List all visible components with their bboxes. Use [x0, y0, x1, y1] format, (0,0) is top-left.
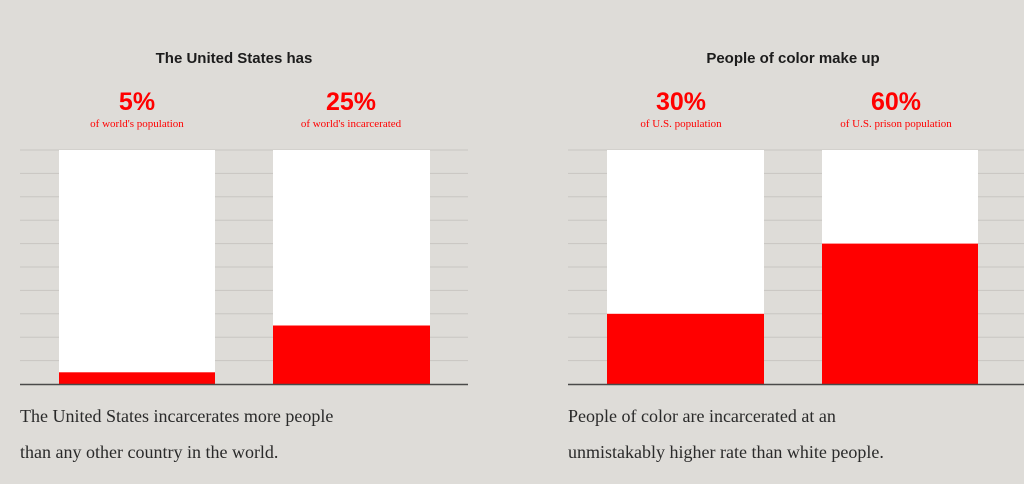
panel-us-incarceration: The United States has 5% of world's popu…: [0, 0, 468, 484]
stat-label: of U.S. prison population: [840, 118, 952, 130]
stat-us-population: 30% of U.S. population: [581, 88, 781, 132]
stat-value: 5%: [118, 88, 156, 116]
caption-line: The United States incarcerates more peop…: [20, 406, 334, 426]
bar-fill: [59, 372, 215, 384]
panel-people-of-color: People of color make up 30% of U.S. popu…: [548, 0, 1024, 484]
caption-line: unmistakably higher rate than white peop…: [568, 442, 884, 462]
stat-label: of U.S. population: [640, 118, 722, 130]
bar-fill: [822, 243, 978, 384]
bar-track: [59, 150, 215, 384]
stat-value: 30%: [655, 88, 707, 116]
caption: The United States incarcerates more peop…: [20, 398, 333, 470]
bar-chart-us-incarceration: [20, 149, 468, 386]
caption-line: than any other country in the world.: [20, 442, 279, 462]
bar-chart-people-of-color: [568, 149, 1024, 386]
stat-world-population: 5% of world's population: [37, 88, 237, 132]
stat-label: of world's incarcerated: [300, 118, 402, 130]
caption-line: People of color are incarcerated at an: [568, 406, 836, 426]
stat-label: of world's population: [90, 118, 184, 130]
caption: People of color are incarcerated at an u…: [568, 398, 884, 470]
panel-title: People of color make up: [706, 50, 880, 67]
bar-fill: [273, 325, 430, 384]
stat-world-incarcerated: 25% of world's incarcerated: [251, 88, 451, 132]
stat-us-prison-population: 60% of U.S. prison population: [796, 88, 996, 132]
stat-value: 25%: [325, 88, 377, 116]
panel-title: The United States has: [155, 50, 313, 67]
stat-value: 60%: [870, 88, 922, 116]
bar-fill: [607, 313, 764, 384]
